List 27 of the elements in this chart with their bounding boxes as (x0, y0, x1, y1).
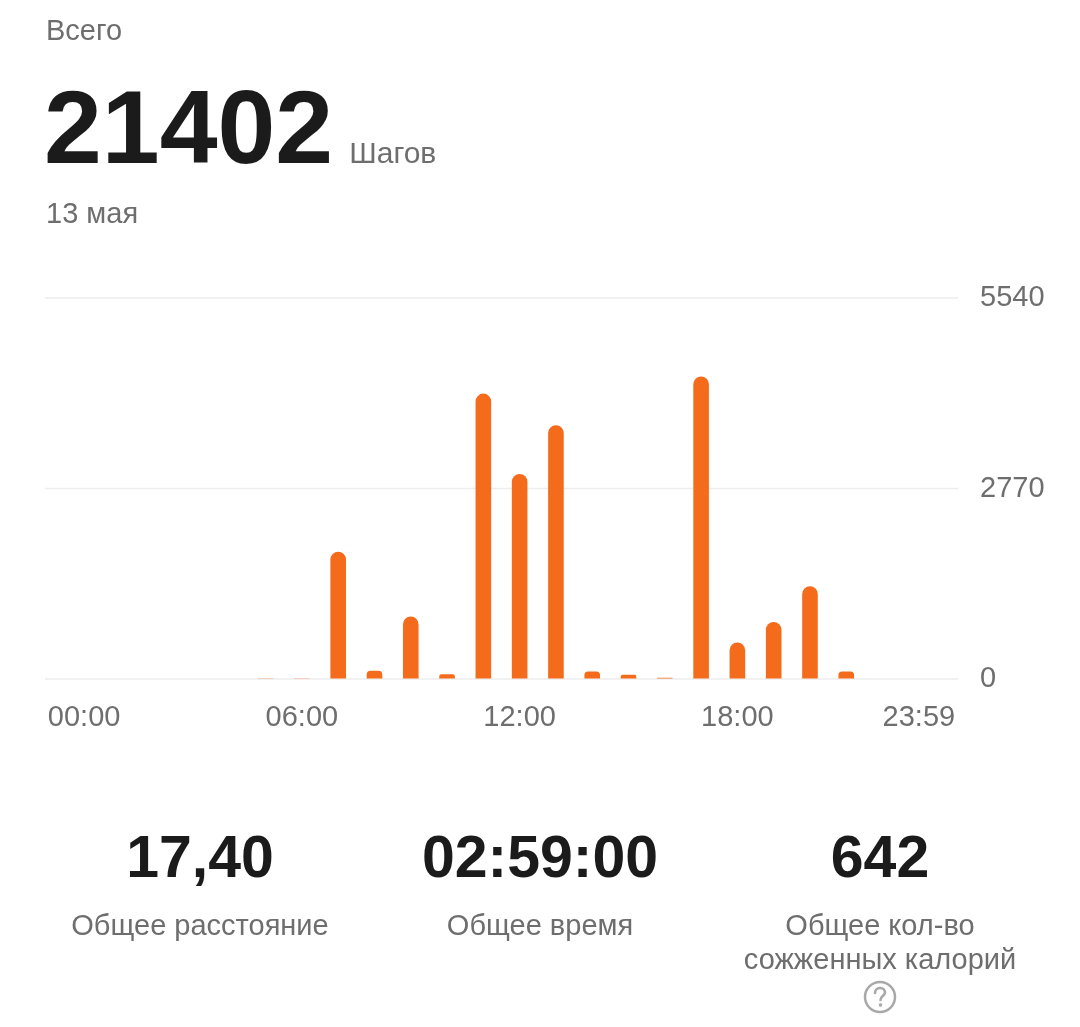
text: Общее кол-во сожженных калорий (742, 908, 1018, 976)
bar (548, 425, 564, 679)
y-tick-label: 0 (980, 661, 997, 693)
bar (693, 376, 709, 679)
text: 17,40 (125, 824, 275, 890)
text: 642 (829, 824, 931, 890)
chart-subtitle: 13 мая (46, 196, 139, 231)
x-tick-label: 18:00 (701, 700, 774, 733)
bar (330, 551, 346, 679)
x-tick-label: 23:59 (882, 700, 956, 733)
y-tick-label: 5540 (980, 280, 1045, 312)
text: Общее время (445, 908, 635, 942)
text: Общее расстояние (70, 908, 330, 942)
bar (765, 621, 782, 679)
chart-title: Всего (46, 13, 123, 48)
y-tick-label: 2770 (980, 470, 1045, 503)
text: 21402 (44, 69, 334, 185)
bar (511, 474, 528, 679)
bar (402, 616, 419, 679)
x-tick-label: 00:00 (47, 700, 121, 733)
text: Шагов (349, 136, 437, 170)
bar (802, 586, 818, 679)
text: 02:59:00 (420, 824, 660, 890)
x-tick-label: 06:00 (265, 700, 339, 733)
bar (729, 642, 746, 679)
x-tick-label: 12:00 (483, 700, 556, 733)
bar (475, 393, 492, 679)
